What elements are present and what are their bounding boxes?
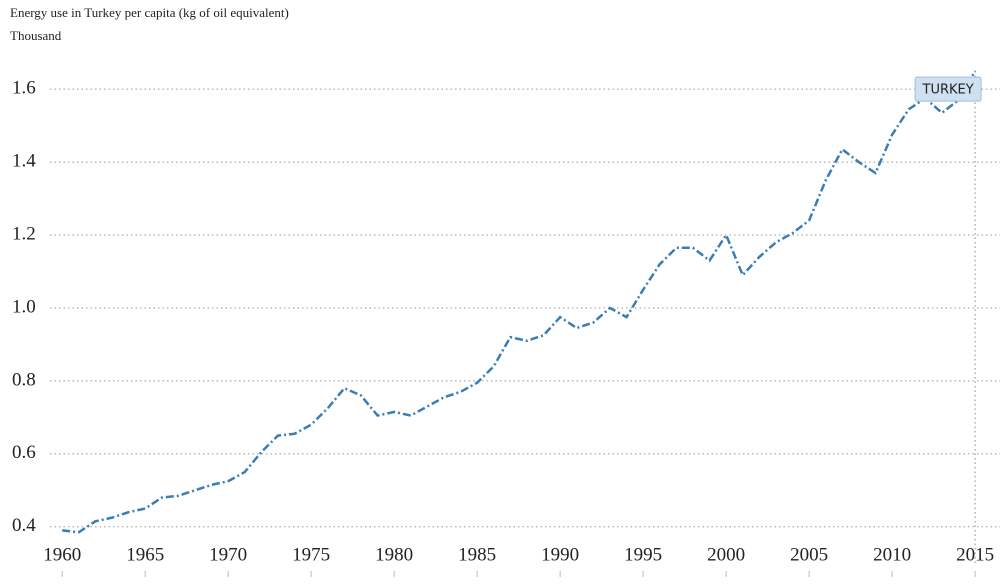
data-line [62,70,977,534]
series-label-box [914,76,982,102]
x-tick-label: 2000 [707,544,745,565]
x-tick-label: 2005 [790,544,828,565]
y-tick-label: 1.4 [12,150,36,171]
y-tick-label: 1.6 [12,78,36,99]
x-tick-label: 1990 [541,544,579,565]
y-tick-label: 0.6 [12,442,36,463]
x-tick-label: 2010 [873,544,911,565]
x-tick-label: 1995 [624,544,662,565]
series-label: TURKEY [922,83,974,98]
y-tick-label: 1.2 [12,223,36,244]
x-tick-label: 1960 [43,544,81,565]
x-tick-label: 1985 [458,544,496,565]
x-tick-label: 2015 [956,544,994,565]
x-tick-label: 1965 [126,544,164,565]
y-tick-label: 0.4 [12,515,36,536]
x-tick-label: 1970 [209,544,247,565]
chart-subtitle: Thousand [10,28,62,43]
y-tick-label: 0.8 [12,369,36,390]
y-tick-label: 1.0 [12,296,36,317]
chart-title: Energy use in Turkey per capita (kg of o… [10,5,289,20]
x-tick-label: 1980 [375,544,413,565]
x-tick-label: 1975 [292,544,330,565]
